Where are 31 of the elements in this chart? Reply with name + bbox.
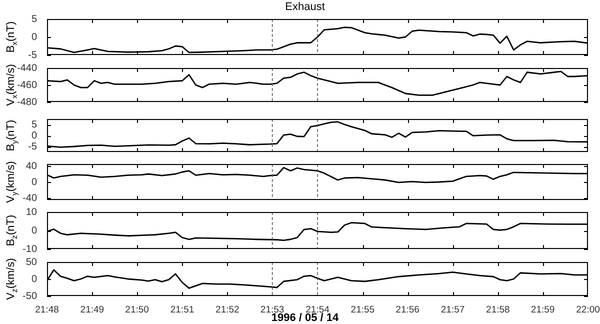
x-tick-label: 22:00 — [576, 304, 600, 316]
y-tick-label: 50 — [26, 256, 38, 268]
y-tick-label: -50 — [22, 290, 38, 302]
y-tick-label: 0 — [31, 176, 38, 188]
y-tick-label: 0 — [31, 32, 38, 43]
x-tick-label: 21:58 — [486, 304, 510, 316]
x-tick-label: 21:48 — [35, 304, 59, 316]
x-axis-title: 1996 / 05 / 14 — [271, 312, 339, 324]
y-tick-label: -480 — [16, 96, 38, 108]
x-tick-label: 21:50 — [125, 304, 149, 316]
y-tick-label: -5 — [28, 50, 38, 61]
x-tick-label: 21:49 — [80, 304, 104, 316]
x-tick-label: 21:51 — [170, 304, 194, 316]
x-tick-label: 21:56 — [396, 304, 420, 316]
chart-title: Exhaust — [284, 1, 326, 13]
y-tick-label: 5 — [31, 14, 38, 25]
y-tick-label: -40 — [22, 192, 38, 204]
x-tick-label: 21:59 — [530, 304, 555, 316]
y-tick-label: -5 — [28, 141, 38, 152]
y-tick-label: -10 — [22, 244, 38, 255]
y-tick-label: 5 — [31, 119, 38, 130]
y-tick-label: 0 — [31, 130, 38, 142]
x-tick-label: 21:55 — [350, 304, 375, 316]
y-tick-label: 10 — [26, 206, 38, 218]
y-tick-label: -460 — [16, 80, 38, 91]
y-tick-label: 0 — [31, 225, 38, 236]
y-tick-label: 0 — [31, 274, 38, 285]
x-tick-label: 21:52 — [216, 304, 240, 316]
y-tick-label: -440 — [16, 62, 38, 74]
y-tick-label: 40 — [26, 160, 38, 172]
x-tick-label: 21:57 — [440, 304, 465, 316]
